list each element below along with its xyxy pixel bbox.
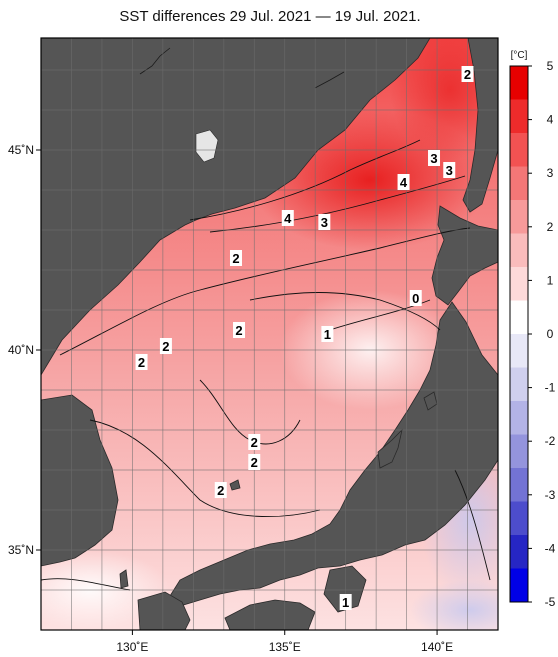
contour-line-4 <box>189 139 421 221</box>
colorbar-tick-label: -3 <box>545 488 556 502</box>
contour-label-box <box>135 354 148 370</box>
contour-label: 3 <box>321 215 328 230</box>
x-tick-label: 140˚E <box>421 640 453 654</box>
contour-label-box <box>281 210 294 226</box>
contour-label-box <box>233 322 246 338</box>
contour-label: 2 <box>251 455 258 470</box>
colorbar-tick-label: -2 <box>545 434 556 448</box>
contour-line-0 <box>454 469 491 581</box>
colorbar-segment <box>510 99 528 134</box>
contour-label-box <box>443 162 456 178</box>
chart-title: SST differences 29 Jul. 2021 — 19 Jul. 2… <box>119 8 421 25</box>
contour-label-box <box>397 174 410 190</box>
colorbar-tick-label: 2 <box>547 220 554 234</box>
land-hokkaido <box>431 205 498 306</box>
colorbar: [°C] 5 4 3 2 1 0 -1 -2 -3 -4 -5 <box>509 50 556 609</box>
x-tick-label: 130˚E <box>116 640 148 654</box>
contour-label: 3 <box>430 151 437 166</box>
contour-label: 2 <box>162 339 169 354</box>
contour-label: 1 <box>324 327 331 342</box>
land-kyushu <box>137 591 191 630</box>
contour-label-box <box>409 290 422 306</box>
contour-label: 4 <box>284 211 292 226</box>
colorbar-segment <box>510 200 528 234</box>
contour-line-1 <box>249 292 441 331</box>
contour-label: 2 <box>464 67 471 82</box>
contour-label-box <box>428 150 441 166</box>
contour-label-box <box>321 326 334 342</box>
colorbar-tick-label: 5 <box>547 59 554 73</box>
y-axis-ticks: 35˚N 40˚N 45˚N <box>8 143 41 557</box>
colorbar-tick-label: 4 <box>547 113 554 127</box>
land-korean-peninsula <box>41 394 119 567</box>
contour-label-box <box>339 594 352 610</box>
contour-line-3 <box>209 175 466 233</box>
y-tick-label: 45˚N <box>8 143 34 157</box>
graticule-grid <box>41 38 498 630</box>
colorbar-segment <box>510 166 528 201</box>
colorbar-unit: [°C] <box>511 50 528 61</box>
colorbar-tick-label: 1 <box>547 273 554 287</box>
land-sakhalin <box>462 38 498 213</box>
contour-line-2 <box>59 227 471 356</box>
contour-label-box <box>214 482 227 498</box>
contour-label: 2 <box>251 435 258 450</box>
colorbar-segment <box>510 401 528 435</box>
y-tick-label: 40˚N <box>8 343 34 357</box>
contour-label-box <box>159 338 172 354</box>
contour-line-0 <box>41 578 131 591</box>
colorbar-segment <box>510 535 528 569</box>
contour-label: 2 <box>217 483 224 498</box>
contour-label-box <box>229 250 242 266</box>
y-tick-label: 35˚N <box>8 543 34 557</box>
land-tsushima <box>119 569 129 589</box>
contour-label-box <box>318 214 331 230</box>
colorbar-segment <box>510 501 528 536</box>
colorbar-tick-label: 0 <box>547 327 554 341</box>
contour-label: 2 <box>235 323 242 338</box>
colorbar-segment <box>510 568 528 603</box>
contour-lines <box>41 139 491 591</box>
contour-label-box <box>248 434 261 450</box>
contour-label-box <box>461 66 474 82</box>
land <box>41 38 498 630</box>
contour-label: 2 <box>232 251 239 266</box>
contour-label: 1 <box>342 595 349 610</box>
colorbar-tick-label: 3 <box>547 166 554 180</box>
contour-label: 2 <box>138 355 145 370</box>
lake <box>195 129 219 163</box>
colorbar-segment <box>510 334 528 368</box>
colorbar-tick-label: -1 <box>545 381 556 395</box>
colorbar-segment <box>510 300 528 335</box>
colorbar-tick-label: -5 <box>545 595 556 609</box>
map-frame <box>40 37 499 631</box>
colorbar-segment <box>510 267 528 301</box>
colorbar-segment <box>510 66 528 100</box>
colorbar-segment <box>510 434 528 469</box>
x-tick-label: 135˚E <box>269 640 301 654</box>
colorbar-segment <box>510 468 528 502</box>
colorbar-segment <box>510 367 528 402</box>
colorbar-segment <box>510 233 528 268</box>
river <box>314 71 345 89</box>
contour-label-box <box>248 454 261 470</box>
contour-label: 4 <box>400 175 408 190</box>
contour-line-1 <box>89 419 321 518</box>
land-kii-peninsula <box>323 565 367 613</box>
x-axis-ticks: 130˚E 135˚E 140˚E <box>116 630 453 654</box>
contour-label: 3 <box>446 163 453 178</box>
colorbar-segment <box>510 133 528 167</box>
contour-label: 0 <box>412 291 419 306</box>
land-noto-peninsula <box>377 428 403 469</box>
colorbar-tick-label: -4 <box>545 541 556 555</box>
cool-anomaly-se <box>410 580 498 630</box>
land-oki-islands <box>229 479 241 491</box>
